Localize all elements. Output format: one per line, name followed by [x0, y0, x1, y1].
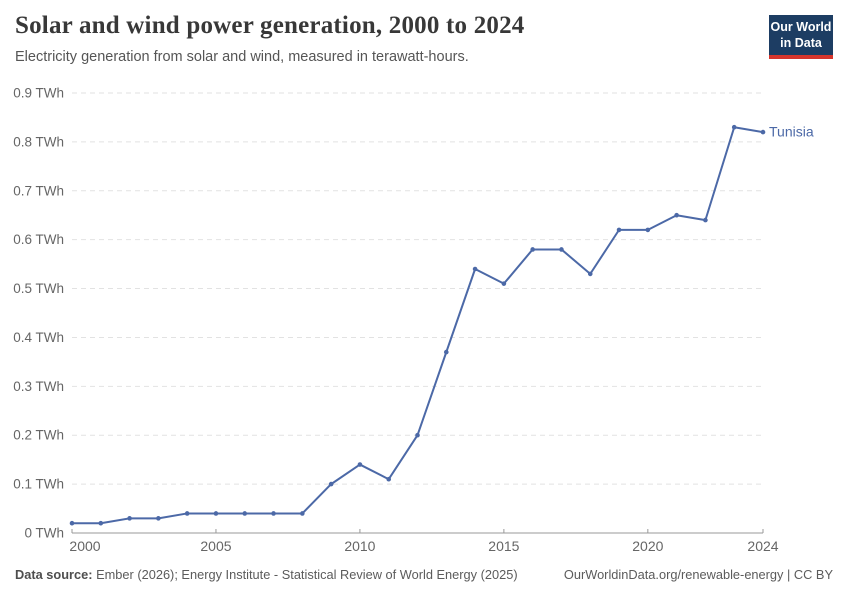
y-tick-label: 0.8 TWh — [13, 134, 64, 149]
y-tick-label: 0.4 TWh — [13, 330, 64, 345]
data-point[interactable] — [300, 511, 305, 516]
data-point[interactable] — [616, 227, 622, 233]
x-tick-label: 2024 — [747, 538, 778, 554]
footer-link[interactable]: OurWorldinData.org/renewable-energy | CC… — [563, 567, 833, 582]
y-tick-label: 0.3 TWh — [13, 379, 64, 394]
owid-logo[interactable]: Our World in Data — [769, 15, 833, 59]
y-tick-label: 0.9 TWh — [13, 86, 64, 101]
line-chart[interactable]: 0 TWh 0.1 TWh 0.2 TWh 0.3 TWh 0.4 TWh 0.5 TWh… — [0, 80, 850, 562]
data-point[interactable] — [443, 349, 449, 355]
data-point[interactable] — [328, 481, 334, 487]
data-point[interactable] — [472, 266, 478, 272]
data-source-note: Data source: Ember (2026); Energy Instit… — [15, 567, 518, 582]
owid-logo-line2: in Data — [780, 36, 822, 51]
data-point[interactable] — [731, 124, 737, 130]
y-tick-label: 0.1 TWh — [13, 477, 64, 492]
data-point[interactable] — [760, 129, 766, 135]
series-label-tunisia[interactable]: Tunisia — [769, 124, 814, 140]
data-source-label: Data source: — [15, 567, 93, 582]
page-title: Solar and wind power generation, 2000 to… — [15, 12, 525, 39]
y-tick-label: 0.5 TWh — [13, 281, 64, 296]
data-point[interactable] — [127, 516, 132, 521]
x-tick-label: 2015 — [488, 538, 519, 554]
series-line-tunisia[interactable] — [71, 126, 764, 525]
data-point[interactable] — [271, 511, 276, 516]
data-point[interactable] — [69, 520, 75, 526]
data-point[interactable] — [415, 432, 420, 438]
data-point[interactable] — [213, 511, 219, 516]
data-point[interactable] — [501, 281, 507, 286]
y-tick-label: 0.6 TWh — [13, 232, 64, 247]
x-tick-label: 2005 — [200, 538, 231, 554]
data-point[interactable] — [587, 271, 593, 277]
data-point[interactable] — [386, 476, 392, 482]
x-tick-label: 2010 — [344, 538, 375, 554]
data-point[interactable] — [530, 247, 535, 252]
data-point[interactable] — [184, 511, 190, 516]
x-tick-label: 2020 — [632, 538, 663, 554]
data-point[interactable] — [357, 462, 363, 467]
y-tick-label: 0.7 TWh — [13, 183, 64, 198]
data-point[interactable] — [98, 520, 104, 526]
data-point[interactable] — [242, 511, 248, 516]
data-point[interactable] — [645, 227, 651, 233]
y-tick-label: 0.2 TWh — [13, 428, 64, 443]
y-tick-label: 0 TWh — [24, 526, 64, 541]
chart-subtitle: Electricity generation from solar and wi… — [15, 49, 469, 65]
data-point[interactable] — [674, 212, 679, 218]
owid-logo-line1: Our World — [770, 20, 832, 34]
data-point[interactable] — [703, 217, 708, 223]
data-point[interactable] — [156, 516, 161, 521]
data-source-text: Ember (2026); Energy Institute - Statist… — [92, 567, 518, 582]
x-tick-label: 2000 — [69, 538, 100, 554]
data-point[interactable] — [559, 247, 564, 252]
